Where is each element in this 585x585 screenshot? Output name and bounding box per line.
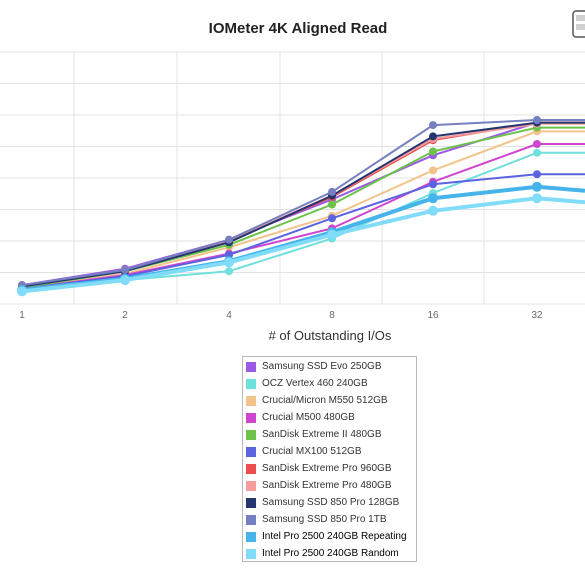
legend-swatch [246,497,256,508]
data-point [429,180,437,189]
data-point [121,266,129,274]
x-tick-label: 16 [427,310,439,321]
x-axis-label: # of Outstanding I/Os [269,328,392,343]
data-point [429,121,437,130]
data-point [225,267,233,276]
legend-item: SanDisk Extreme Pro 960GB [246,460,413,477]
data-point [533,148,541,157]
legend-label: Crucial M500 480GB [262,412,355,423]
legend-item: SanDisk Extreme II 480GB [246,426,413,443]
data-point [429,132,437,141]
data-point [533,170,541,179]
x-tick-label: 32 [531,310,543,321]
site-logo-icon [572,10,585,38]
legend-swatch [246,480,256,491]
x-tick-label: 8 [329,310,335,321]
data-point [429,166,437,175]
legend-item: SanDisk Extreme Pro 480GB [246,477,413,494]
grid [0,51,585,305]
data-point [120,275,130,286]
legend-swatch [246,429,256,440]
legend-label: SanDisk Extreme Pro 480GB [262,480,392,491]
data-point [428,205,438,216]
legend-label: SanDisk Extreme Pro 960GB [262,463,392,474]
legend-swatch [246,378,256,389]
data-point [429,147,437,156]
legend-item: OCZ Vertex 460 240GB [246,375,413,392]
data-point [17,286,27,297]
legend-item: Crucial MX100 512GB [246,443,413,460]
series-lines [17,116,585,297]
legend-label: Intel Pro 2500 240GB Repeating [262,531,407,542]
legend-item: Samsung SSD 850 Pro 1TB [246,511,413,528]
x-tick-label: 2 [122,310,128,321]
series-line [21,151,585,293]
data-point [328,214,336,223]
legend-label: Samsung SSD Evo 250GB [262,361,382,372]
x-axis-ticks: 1 2 4 8 16 32 [19,310,543,321]
chart-legend: Samsung SSD Evo 250GB OCZ Vertex 460 240G… [242,356,417,562]
legend-label: Samsung SSD 850 Pro 128GB [262,497,400,508]
data-point [328,200,336,209]
data-point [533,140,541,148]
legend-item: Samsung SSD Evo 250GB [246,358,413,375]
legend-label: Crucial MX100 512GB [262,446,362,457]
data-point [327,229,337,240]
legend-swatch [246,514,256,525]
legend-item: Samsung SSD 850 Pro 128GB [246,494,413,511]
legend-swatch [246,463,256,474]
legend-swatch [246,446,256,457]
data-point [533,116,541,124]
legend-item: Crucial M500 480GB [246,409,413,426]
data-point [225,235,233,244]
legend-item: Crucial/Micron M550 512GB [246,392,413,409]
legend-swatch [246,395,256,406]
chart-title: IOMeter 4K Aligned Read [209,20,388,37]
legend-label: SanDisk Extreme II 480GB [262,429,382,440]
legend-label: OCZ Vertex 460 240GB [262,378,368,389]
x-tick-label: 1 [19,310,25,321]
legend-label: Crucial/Micron M550 512GB [262,395,388,406]
legend-item: Intel Pro 2500 240GB Random [246,545,413,562]
data-point [328,187,336,196]
data-point [224,257,234,268]
legend-label: Samsung SSD 850 Pro 1TB [262,514,387,525]
data-point [532,193,542,204]
x-tick-label: 4 [226,310,232,321]
legend-item: Intel Pro 2500 240GB Repeating [246,528,413,545]
legend-swatch [246,531,256,542]
data-point [532,181,542,192]
legend-swatch [246,548,256,559]
legend-label: Intel Pro 2500 240GB Random [262,548,399,559]
legend-swatch [246,361,256,372]
data-point [428,193,438,204]
legend-swatch [246,412,256,423]
